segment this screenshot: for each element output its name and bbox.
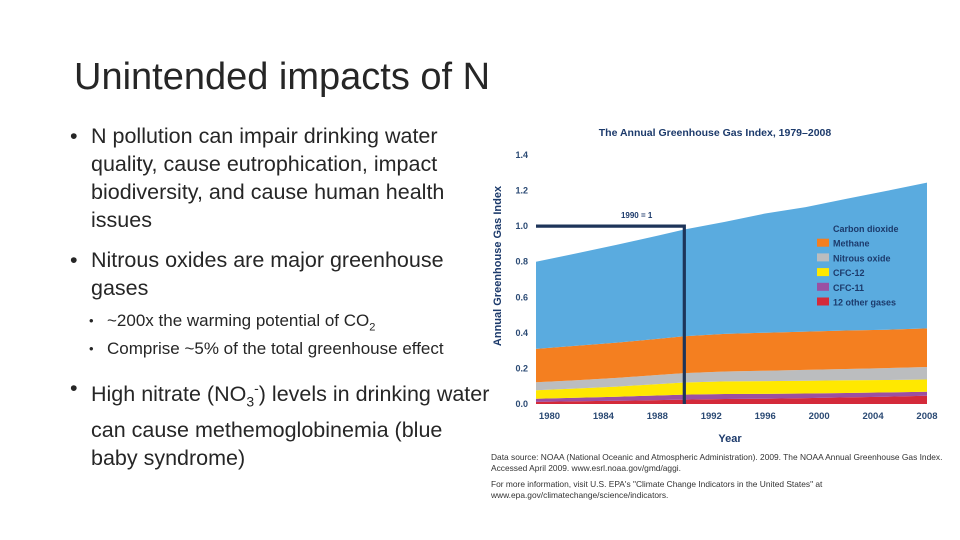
legend-swatch (817, 238, 829, 247)
y-tick-label: 1.4 (515, 150, 528, 160)
x-tick-label: 1984 (593, 411, 615, 422)
area-layer (536, 182, 927, 404)
x-tick-label: 1992 (701, 411, 722, 422)
more-info-line: For more information, visit U.S. EPA's "… (491, 479, 823, 500)
area-methane (536, 328, 927, 383)
bullet-item: • High nitrate (NO3-) levels in drinking… (70, 374, 490, 471)
bullet-text: ) levels in drinking water can cause met… (91, 382, 490, 470)
x-axis-label: Year (718, 433, 742, 445)
bullet-dot-icon: • (89, 313, 94, 328)
legend-label: Carbon dioxide (833, 224, 899, 234)
y-tick-label: 0.0 (515, 399, 528, 409)
data-source-note: Data source: NOAA (National Oceanic and … (491, 452, 943, 500)
legend-label: Nitrous oxide (833, 253, 891, 263)
y-tick-label: 1.2 (515, 186, 528, 196)
bullet-dot-icon: • (70, 248, 78, 272)
y-tick-label: 0.2 (515, 363, 528, 373)
x-tick-labels: 1980 1984 1988 1992 1996 2000 2004 2008 (539, 411, 938, 422)
legend-swatch (817, 282, 829, 291)
reference-line (536, 224, 686, 404)
x-tick-label: 1996 (755, 411, 776, 422)
legend-swatch (817, 268, 829, 277)
superscript: - (254, 380, 259, 397)
legend-label: Methane (833, 239, 870, 249)
bullet-text: High nitrate (NO (91, 382, 247, 407)
bullet-dot-icon: • (70, 124, 78, 148)
sub-bullet-item: • Comprise ~5% of the total greenhouse e… (70, 336, 490, 362)
sub-bullet-item: • ~200x the warming potential of CO2 (70, 308, 490, 340)
area-12-other-gases (536, 395, 927, 404)
y-axis-label: Annual Greenhouse Gas Index (492, 185, 504, 346)
area-cfc-11 (536, 391, 927, 402)
x-tick-label: 1980 (539, 411, 560, 422)
area-carbon-dioxide (536, 182, 927, 349)
x-tick-label: 2000 (809, 411, 830, 422)
sub-bullet-text: ~200x the warming potential of CO (107, 311, 370, 330)
chart-legend: Carbon dioxide Methane Nitrous oxide CFC-12… (817, 224, 899, 308)
reference-marker: 1990 = 1 (536, 211, 686, 404)
y-tick-label: 0.8 (515, 257, 528, 267)
data-source-line: Data source: NOAA (National Oceanic and … (491, 452, 943, 473)
legend-label: CFC-12 (833, 268, 865, 278)
sub-bullet-text: Comprise ~5% of the total greenhouse eff… (107, 339, 444, 359)
bullet-item: • Nitrous oxides are major greenhouse ga… (70, 246, 490, 302)
y-tick-labels: 0.0 0.2 0.4 0.6 0.8 1.0 1.2 1.4 (515, 150, 528, 409)
y-tick-label: 0.6 (515, 292, 528, 302)
legend-swatch (817, 297, 829, 306)
slide-title: Unintended impacts of N (74, 56, 491, 98)
bullet-dot-icon: • (70, 376, 78, 401)
bullet-list: • N pollution can impair drinking water … (70, 122, 490, 484)
y-tick-label: 1.0 (515, 221, 528, 231)
area-cfc-12 (536, 379, 927, 399)
subscript: 3 (246, 393, 255, 410)
bullet-dot-icon: • (89, 341, 94, 357)
bullet-text: Nitrous oxides are major greenhouse gase… (91, 248, 444, 300)
subscript: 2 (369, 321, 376, 334)
chart-title: The Annual Greenhouse Gas Index, 1979–20… (599, 127, 832, 139)
y-tick-label: 0.4 (515, 328, 528, 338)
x-tick-label: 2004 (862, 411, 884, 422)
x-tick-label: 1988 (647, 411, 668, 422)
ghg-index-chart: The Annual Greenhouse Gas Index, 1979–20… (492, 127, 938, 445)
bullet-text: N pollution can impair drinking water qu… (91, 124, 445, 232)
reference-annotation: 1990 = 1 (621, 211, 653, 220)
ghg-index-figure: The Annual Greenhouse Gas Index, 1979–20… (486, 118, 946, 508)
area-nitrous-oxide (536, 367, 927, 391)
legend-label: CFC-11 (833, 283, 864, 293)
legend-swatch (817, 253, 829, 262)
legend-swatch (817, 224, 829, 232)
legend-label: 12 other gases (833, 298, 896, 308)
bullet-item: • N pollution can impair drinking water … (70, 122, 490, 234)
x-tick-label: 2008 (916, 411, 937, 422)
